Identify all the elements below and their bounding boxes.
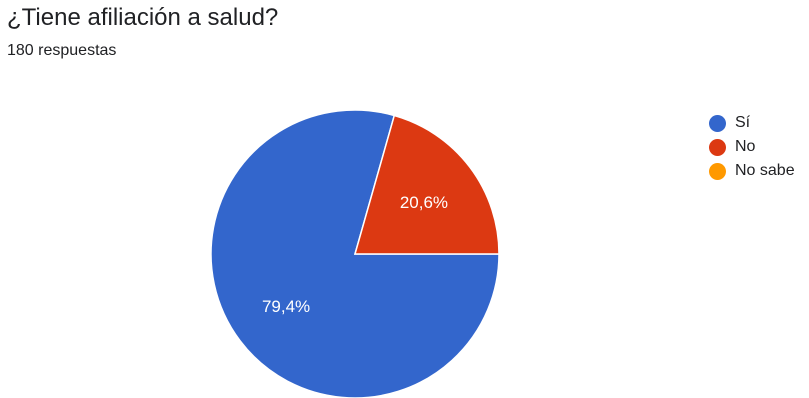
data-label-si: 79,4% <box>262 297 310 316</box>
data-label-no: 20,6% <box>400 193 448 212</box>
legend-label-no: No <box>735 138 756 155</box>
response-count: 180 respuestas <box>7 42 117 59</box>
legend-swatch-no-sabe <box>709 162 726 180</box>
legend: Sí No No sabe <box>709 111 795 183</box>
chart-title: ¿Tiene afiliación a salud? <box>7 4 279 31</box>
legend-label-si: Sí <box>735 114 751 131</box>
legend-swatch-no <box>709 138 726 156</box>
pie-slice-no[interactable] <box>354 114 500 255</box>
pie-slice-si[interactable] <box>210 109 500 398</box>
legend-label-no-sabe: No sabe <box>735 162 795 179</box>
legend-item-no-sabe[interactable]: No sabe <box>709 159 795 183</box>
legend-item-no[interactable]: No <box>709 135 795 159</box>
legend-swatch-si <box>709 114 726 132</box>
legend-item-si[interactable]: Sí <box>709 111 795 135</box>
